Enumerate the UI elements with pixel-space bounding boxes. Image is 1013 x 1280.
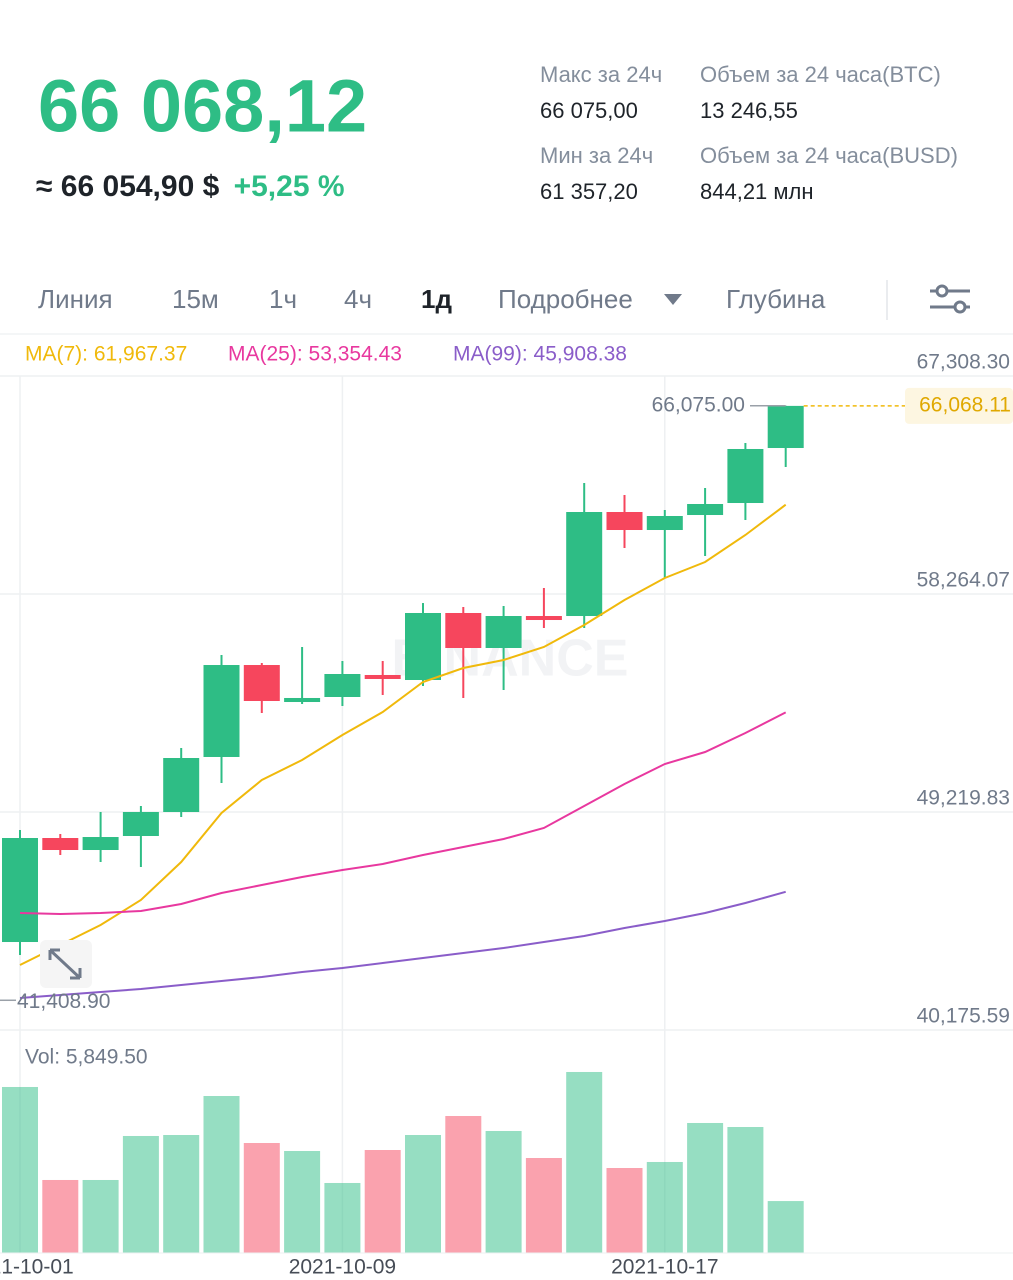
tab[interactable]: 4ч: [344, 284, 372, 314]
price-change: +5,25 %: [234, 170, 345, 203]
candle-body: [606, 512, 643, 531]
x-tick-label: 2021-10-17: [611, 1256, 718, 1279]
settings-icon[interactable]: [930, 284, 970, 314]
candle-body: [646, 516, 683, 531]
ma-line: [19, 890, 786, 1000]
candle-body: [405, 612, 441, 681]
legend-entry: MA(7): 61,967.37: [25, 343, 187, 366]
expand-button[interactable]: [40, 940, 92, 988]
volume-bar: [767, 1201, 804, 1253]
volume-bar: [445, 1115, 482, 1253]
ma-line: [19, 711, 787, 916]
y-tick-label: 49,219.83: [917, 787, 1010, 810]
chart: 67,308.30 58,264.07 49,219.83 40,175.59 2021…: [0, 343, 1013, 1279]
candle-body: [324, 674, 361, 697]
candle-body: [284, 697, 321, 703]
volume-bar: [284, 1151, 321, 1253]
volume-bar: [2, 1086, 38, 1253]
volume-label: Vol: 5,849.50: [25, 1046, 148, 1069]
volume-bar: [566, 1071, 603, 1253]
x-tick-label: 2021-10-01: [0, 1256, 74, 1279]
stat-label: Объем за 24 часа(BUSD): [700, 143, 958, 168]
candle-body: [82, 837, 119, 851]
low-label: 41,408.90: [17, 990, 110, 1013]
volume-bar: [525, 1158, 562, 1253]
dropdown-arrow[interactable]: [664, 294, 682, 305]
tab[interactable]: 1ч: [269, 284, 297, 314]
volume-bar: [364, 1150, 401, 1253]
tab[interactable]: 15м: [172, 284, 219, 314]
volume-bar: [727, 1127, 764, 1253]
stat-value: 66 075,00: [540, 98, 638, 123]
candle-body: [163, 758, 200, 812]
volume-bar: [646, 1161, 683, 1253]
volume-bar: [243, 1143, 280, 1253]
stat-label: Мин за 24ч: [540, 143, 653, 168]
candle-body: [727, 448, 764, 504]
stat-value: 61 357,20: [540, 179, 638, 204]
last-price-label: 66,068.11: [919, 393, 1011, 416]
high-label: 66,075.00: [652, 393, 745, 416]
stat-value: 844,21 млн: [700, 179, 814, 204]
price: 66 068,12: [38, 65, 367, 148]
ma-line: [19, 503, 787, 966]
volume-bar: [485, 1130, 522, 1253]
candle-body: [767, 405, 804, 449]
approx-price: ≈ 66 054,90 $: [36, 170, 220, 203]
volume-bar: [82, 1179, 119, 1253]
volume-bar: [203, 1096, 240, 1253]
candle-body: [203, 665, 240, 757]
volume-bar: [163, 1135, 200, 1253]
candle-body: [2, 838, 38, 943]
candle-body: [243, 665, 280, 701]
legend-entry: MA(25): 53,354.43: [228, 343, 402, 366]
stat-label: Макс за 24ч: [540, 62, 662, 87]
volume-bar: [687, 1122, 724, 1253]
candle-body: [566, 512, 603, 617]
candle-body: [42, 838, 79, 851]
candle-body: [445, 612, 482, 648]
y-tick-label: 40,175.59: [917, 1005, 1010, 1028]
volume-bar: [606, 1168, 643, 1253]
legend-entry: MA(99): 45,908.38: [453, 343, 627, 366]
volume-bar: [405, 1135, 441, 1253]
volume-bar: [122, 1135, 159, 1253]
last-price-box: [905, 387, 1013, 424]
volume-bar: [42, 1179, 79, 1253]
x-tick-label: 2021-10-09: [289, 1256, 396, 1279]
tab[interactable]: Линия: [38, 284, 113, 314]
candle-body: [687, 503, 724, 516]
candle-body: [485, 616, 522, 648]
y-tick-label: 67,308.30: [917, 351, 1010, 374]
tab[interactable]: Глубина: [726, 284, 826, 314]
candle-body: [364, 674, 401, 679]
stat-value: 13 246,55: [700, 98, 798, 123]
tab[interactable]: Подробнее: [498, 284, 633, 314]
candle-body: [525, 616, 562, 621]
tab-active[interactable]: 1д: [421, 284, 452, 314]
volume-bar: [324, 1182, 361, 1253]
candle-body: [122, 811, 159, 837]
stat-label: Объем за 24 часа(BTC): [700, 62, 941, 87]
y-tick-label: 58,264.07: [917, 569, 1010, 592]
